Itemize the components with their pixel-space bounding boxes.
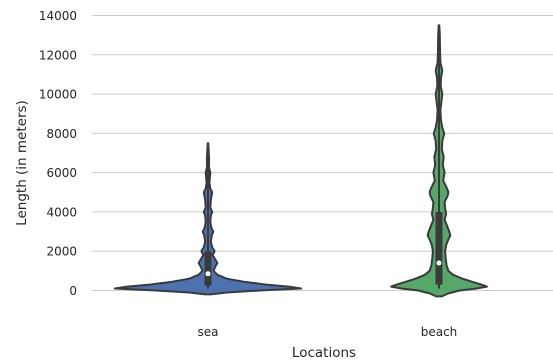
x-tick-label-sea: sea [198,325,219,339]
y-tick-label-4000: 4000 [46,205,77,219]
y-tick-label-12000: 12000 [39,48,77,62]
x-tick-label-beach: beach [421,325,458,339]
y-tick-label-10000: 10000 [39,88,77,102]
violins [113,24,488,298]
median-point-sea [205,271,211,277]
violin-beach [390,24,488,298]
violin-sea [113,142,303,296]
y-tick-labels: 0 2000 4000 6000 8000 10000 12000 14000 [39,9,77,298]
y-tick-label-6000: 6000 [46,166,77,180]
y-tick-label-8000: 8000 [46,127,77,141]
iqr-box-beach [435,211,443,285]
x-tick-labels: sea beach [198,325,458,339]
iqr-box-sea [204,251,212,286]
y-tick-label-14000: 14000 [39,9,77,23]
y-axis-label: Length (in meters) [14,100,30,226]
x-axis-label: Locations [292,345,356,361]
y-tick-label-0: 0 [69,284,77,298]
median-point-beach [436,260,442,266]
grid-lines [92,15,553,291]
y-tick-label-2000: 2000 [46,245,77,259]
